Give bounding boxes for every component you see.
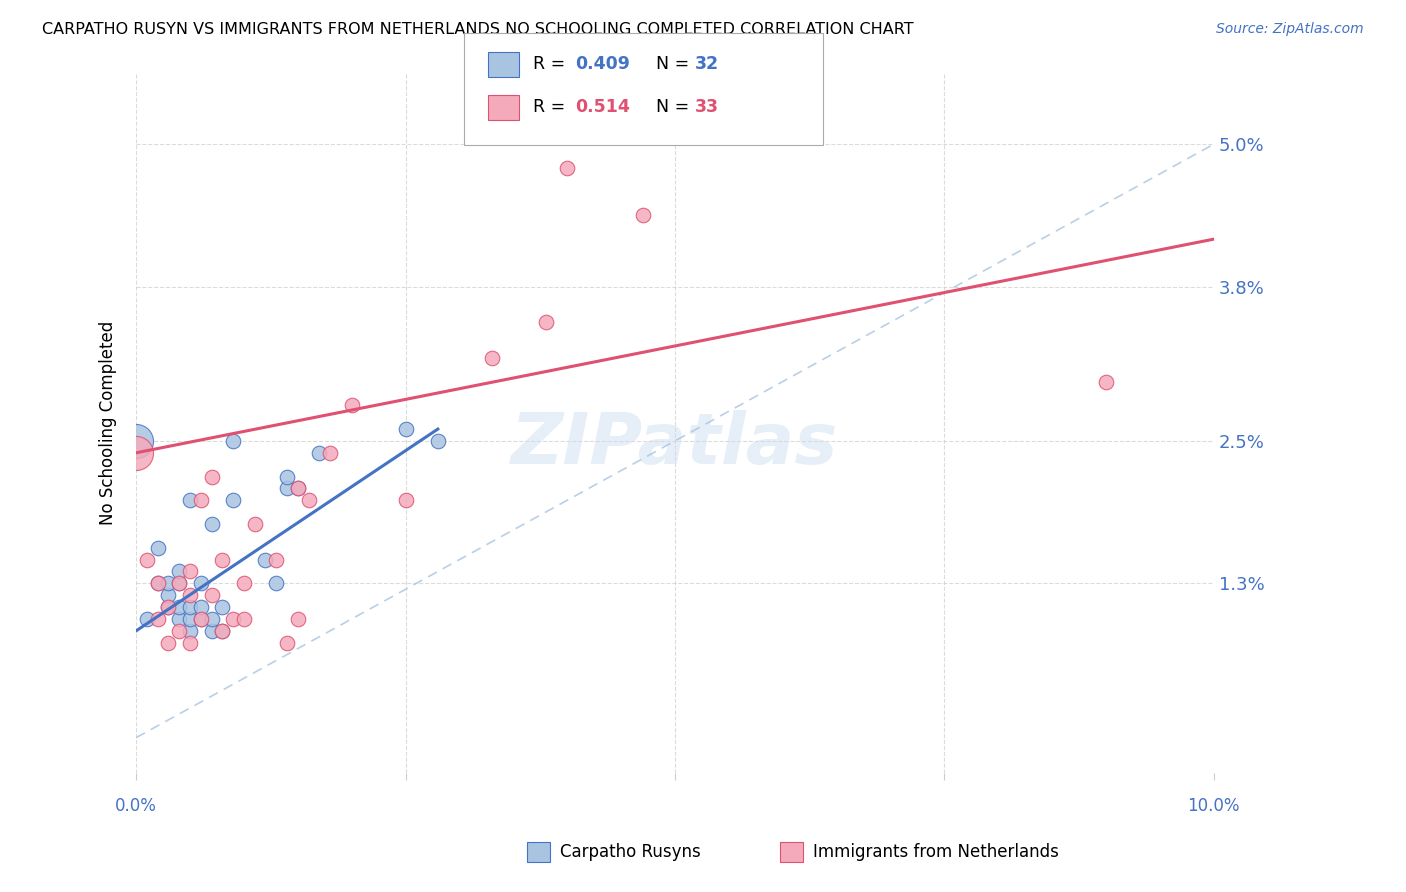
Text: N =: N = <box>645 55 695 73</box>
Point <box>211 600 233 615</box>
Point <box>190 600 212 615</box>
Point <box>211 624 233 638</box>
Text: Immigrants from Netherlands: Immigrants from Netherlands <box>813 843 1059 861</box>
Text: 10.0%: 10.0% <box>1188 797 1240 815</box>
Point <box>254 552 277 566</box>
Point <box>287 482 309 496</box>
Point <box>243 516 266 531</box>
Text: N =: N = <box>645 98 695 116</box>
Text: Carpatho Rusyns: Carpatho Rusyns <box>560 843 700 861</box>
Point <box>179 588 201 602</box>
Point <box>200 469 222 483</box>
Point <box>1095 375 1118 389</box>
Point <box>340 398 363 412</box>
Point <box>200 516 222 531</box>
Point <box>394 422 416 436</box>
Text: R =: R = <box>533 55 571 73</box>
Point <box>276 469 298 483</box>
Point <box>211 552 233 566</box>
Point <box>297 493 319 508</box>
Point <box>287 612 309 626</box>
Point <box>222 434 245 448</box>
Point <box>190 576 212 591</box>
Point <box>287 482 309 496</box>
Point <box>394 493 416 508</box>
Text: 32: 32 <box>695 55 718 73</box>
Text: CARPATHO RUSYN VS IMMIGRANTS FROM NETHERLANDS NO SCHOOLING COMPLETED CORRELATION: CARPATHO RUSYN VS IMMIGRANTS FROM NETHER… <box>42 22 914 37</box>
Point <box>276 636 298 650</box>
Point <box>146 541 169 555</box>
Point <box>157 588 180 602</box>
Point <box>125 434 148 448</box>
Text: 0.409: 0.409 <box>575 55 630 73</box>
Point <box>157 600 180 615</box>
Point <box>276 482 298 496</box>
Point <box>167 576 190 591</box>
Point <box>200 624 222 638</box>
Text: 33: 33 <box>695 98 718 116</box>
Text: Source: ZipAtlas.com: Source: ZipAtlas.com <box>1216 22 1364 37</box>
Point <box>179 600 201 615</box>
Point <box>319 446 342 460</box>
Point <box>167 624 190 638</box>
Point <box>222 493 245 508</box>
Point <box>146 612 169 626</box>
Y-axis label: No Schooling Completed: No Schooling Completed <box>100 321 117 525</box>
Point <box>426 434 449 448</box>
Point <box>146 576 169 591</box>
Point <box>631 208 654 222</box>
Point <box>179 624 201 638</box>
Point <box>190 612 212 626</box>
Point <box>135 612 157 626</box>
Point <box>481 351 503 365</box>
Text: 0.514: 0.514 <box>575 98 630 116</box>
Point <box>146 576 169 591</box>
Point <box>308 446 330 460</box>
Point <box>179 612 201 626</box>
Point <box>200 612 222 626</box>
Point <box>534 315 557 329</box>
Point <box>157 576 180 591</box>
Point <box>125 446 148 460</box>
Text: ZIPatlas: ZIPatlas <box>512 409 838 479</box>
Point <box>190 493 212 508</box>
Point <box>135 552 157 566</box>
Point <box>190 612 212 626</box>
Point <box>200 588 222 602</box>
Point <box>179 565 201 579</box>
Text: R =: R = <box>533 98 571 116</box>
Point <box>157 636 180 650</box>
Point <box>167 600 190 615</box>
Point <box>222 612 245 626</box>
Point <box>179 493 201 508</box>
Point <box>179 636 201 650</box>
Point <box>167 576 190 591</box>
Point <box>232 612 254 626</box>
Text: 0.0%: 0.0% <box>115 797 157 815</box>
Point <box>211 624 233 638</box>
Point <box>167 612 190 626</box>
Point <box>157 600 180 615</box>
Point <box>167 565 190 579</box>
Point <box>232 576 254 591</box>
Point <box>264 552 287 566</box>
Point <box>555 161 578 175</box>
Point <box>264 576 287 591</box>
